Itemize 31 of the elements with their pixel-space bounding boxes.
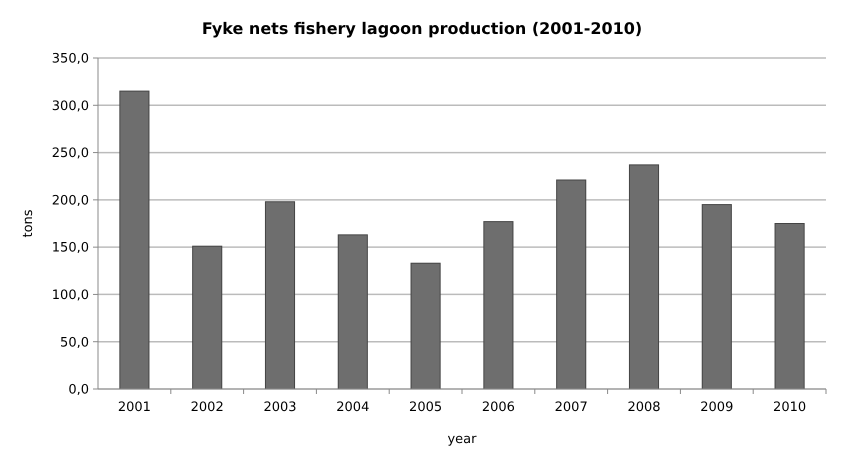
bar xyxy=(119,90,150,390)
bar xyxy=(338,234,368,390)
bar xyxy=(628,164,660,390)
y-tick-label: 0,0 xyxy=(68,382,89,398)
x-tick-label: 2003 xyxy=(263,400,297,415)
bar xyxy=(702,204,732,390)
x-tick-label: 2004 xyxy=(336,400,370,415)
x-tick-label: 2007 xyxy=(554,400,588,415)
bar xyxy=(410,262,441,390)
x-tick-label: 2008 xyxy=(627,400,661,415)
x-tick-label: 2001 xyxy=(118,400,151,415)
x-tick-label: 2005 xyxy=(409,400,442,415)
y-tick-label: 100,0 xyxy=(52,288,89,303)
y-tick-label: 200,0 xyxy=(52,193,89,208)
bar xyxy=(774,223,805,390)
bar xyxy=(192,246,222,390)
x-tick-label: 2006 xyxy=(482,400,515,415)
y-tick-label: 250,0 xyxy=(52,146,89,162)
y-axis-title: tons xyxy=(21,209,36,238)
x-axis-title: year xyxy=(447,432,478,447)
bar xyxy=(556,179,586,390)
x-tick-label: 2002 xyxy=(190,400,224,415)
bar xyxy=(264,201,296,390)
bar xyxy=(483,221,514,390)
chart-title: Fyke nets fishery lagoon production (2001-2010) xyxy=(202,19,642,38)
y-tick-label: 350,0 xyxy=(52,52,89,67)
y-tick-label: 150,0 xyxy=(52,240,89,256)
x-tick-label: 2010 xyxy=(773,400,806,415)
y-tick-label: 300,0 xyxy=(52,98,89,114)
y-tick-label: 50,0 xyxy=(60,335,89,350)
x-tick-label: 2009 xyxy=(700,400,734,415)
